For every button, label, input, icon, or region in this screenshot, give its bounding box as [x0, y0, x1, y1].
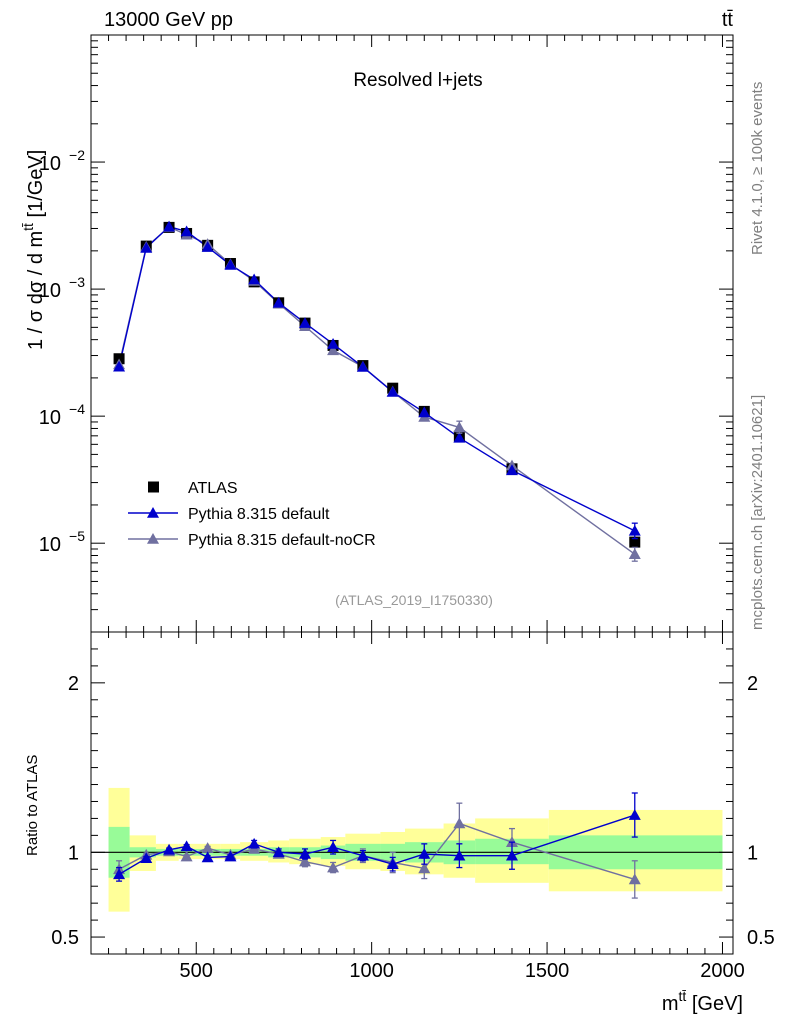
default-marker	[180, 225, 193, 237]
ratio-y-axis-label: Ratio to ATLAS	[24, 755, 41, 856]
chart-title: Resolved l+jets	[353, 70, 482, 91]
main-y-tick-label-exp: −2	[69, 147, 85, 163]
main-plot-area	[113, 220, 641, 562]
default-ratio-marker	[224, 850, 237, 862]
ratio-y-tick-label-left: 1	[68, 842, 79, 864]
main-y-tick-label-exp: −3	[69, 274, 85, 290]
process-label: tt̄	[722, 9, 734, 31]
main-y-tick-label-exp: −4	[69, 401, 85, 417]
default-marker	[248, 273, 261, 285]
atlas-marker	[629, 536, 641, 548]
default-marker	[386, 385, 399, 397]
default-ratio-marker	[505, 849, 518, 861]
main-y-label-part2: [1/GeV]	[25, 150, 47, 223]
ratio-plot-area	[91, 787, 733, 912]
noCR-ratio-marker	[180, 850, 193, 862]
x-tick-label: 2000	[700, 960, 745, 982]
mcplots-label: mcplots.cern.ch [arXiv:2401.10621]	[749, 395, 766, 630]
noCR-ratio-marker	[418, 862, 431, 874]
noCR-ratio-marker	[299, 855, 311, 867]
main-y-label-sup: tt̄	[20, 223, 36, 231]
x-tick-label: 500	[180, 960, 213, 982]
default-ratio-marker	[453, 849, 466, 861]
noCR-ratio-marker	[327, 861, 340, 873]
main-y-tick-label-exp: −5	[69, 528, 85, 544]
default-ratio-marker	[163, 843, 176, 855]
default-ratio-marker	[327, 841, 340, 853]
x-tick-label: 1500	[525, 960, 570, 982]
noCR-marker	[327, 344, 340, 356]
default-marker	[163, 220, 176, 232]
ratio-y-tick-label-right: 2	[747, 673, 758, 695]
noCR-line	[118, 226, 636, 555]
main-y-tick-label: 10	[39, 407, 61, 429]
default-ratio-marker	[418, 848, 431, 859]
legend-entry-label: ATLAS	[188, 480, 238, 497]
default-marker	[224, 258, 237, 270]
main-y-tick-label: 10	[39, 534, 61, 556]
legend-default-marker	[147, 507, 159, 518]
default-ratio-marker	[386, 858, 399, 869]
main-y-tick-label: 10	[39, 280, 61, 302]
default-ratio-marker	[299, 848, 311, 859]
ratio-y-tick-label-left: 2	[68, 673, 79, 695]
legend-entry-label: Pythia 8.315 default	[188, 506, 330, 523]
legend: ATLAS Pythia 8.315 default Pythia 8.315 de…	[128, 480, 376, 549]
main-y-axis-label: 1 / σ dσ / d mtt̄ [1/GeV]	[20, 150, 47, 350]
x-tick-label: 1000	[349, 960, 394, 982]
default-ratio-marker	[248, 837, 261, 849]
default-marker	[505, 464, 518, 476]
rivet-version-label: Rivet 4.1.0, ≥ 100k events	[749, 82, 766, 255]
default-marker	[272, 296, 285, 308]
x-label-sup: tt̄	[679, 988, 687, 1004]
default-marker	[453, 431, 466, 443]
main-y-tick-label-base: 10	[39, 534, 61, 556]
legend-atlas-marker	[148, 481, 159, 493]
default-marker	[299, 317, 311, 328]
x-label-part2: [GeV]	[686, 993, 743, 1015]
x-axis-label: mtt̄ [GeV]	[662, 988, 743, 1015]
ratio-y-tick-label-right: 1	[747, 842, 758, 864]
main-axes: 10 −5 10 −4 10 −3 10 −2	[39, 34, 733, 633]
main-y-tick-label-base: 10	[39, 407, 61, 429]
main-y-tick-label: 10	[39, 153, 61, 175]
energy-label: 13000 GeV pp	[104, 9, 233, 31]
default-ratio-marker	[113, 868, 126, 880]
default-ratio-marker	[201, 851, 214, 863]
default-marker	[113, 360, 126, 372]
default-marker	[418, 406, 431, 418]
main-y-tick-label-base: 10	[39, 280, 61, 302]
default-marker	[201, 241, 214, 252]
default-ratio-line	[118, 814, 635, 875]
noCR-ratio-marker	[201, 842, 214, 853]
default-ratio-marker	[628, 809, 641, 820]
default-ratio-marker	[272, 846, 285, 858]
main-y-label-part1: 1 / σ dσ / d m	[25, 231, 47, 350]
main-panel: 10 −5 10 −4 10 −3 10 −2 Resolved l+jets (ATLAS_…	[20, 34, 734, 633]
default-marker	[356, 360, 369, 372]
default-marker	[327, 337, 340, 349]
main-y-tick-label-base: 10	[39, 153, 61, 175]
legend-noCR-marker	[147, 533, 159, 544]
default-marker	[140, 241, 153, 253]
legend-entry-label: Pythia 8.315 default-noCR	[188, 532, 376, 549]
noCR-ratio-line	[118, 822, 635, 881]
ratio-frame	[90, 631, 734, 955]
ratio-y-tick-label-left: 0.5	[51, 927, 79, 949]
default-ratio-marker	[140, 852, 153, 864]
noCR-ratio-marker	[453, 817, 466, 829]
analysis-id: (ATLAS_2019_I1750330)	[335, 592, 493, 608]
ratio-panel: 0.5 0.5 1 1 2 2 500 1000 1500 2000 Ratio to ATLAS…	[24, 631, 775, 1015]
x-label-part1: m	[662, 993, 679, 1015]
noCR-ratio-marker	[628, 873, 641, 885]
ratio-y-tick-label-right: 0.5	[747, 927, 775, 949]
default-ratio-marker	[356, 849, 369, 861]
default-line	[118, 225, 636, 532]
default-ratio-marker	[180, 840, 193, 852]
ratio-axes: 0.5 0.5 1 1 2 2 500 1000 1500 2000	[51, 631, 775, 982]
